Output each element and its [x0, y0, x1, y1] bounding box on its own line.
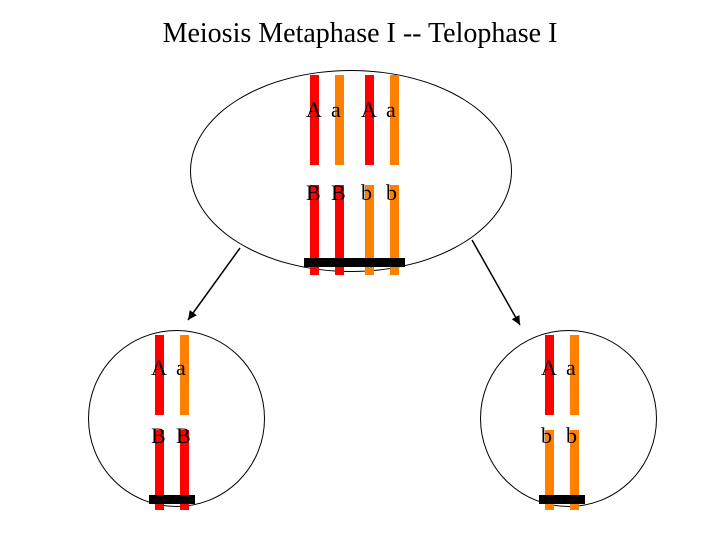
diagram-stage: Meiosis Metaphase I -- Telophase IAaAaBB… [0, 0, 720, 540]
arrow-right [0, 0, 720, 540]
